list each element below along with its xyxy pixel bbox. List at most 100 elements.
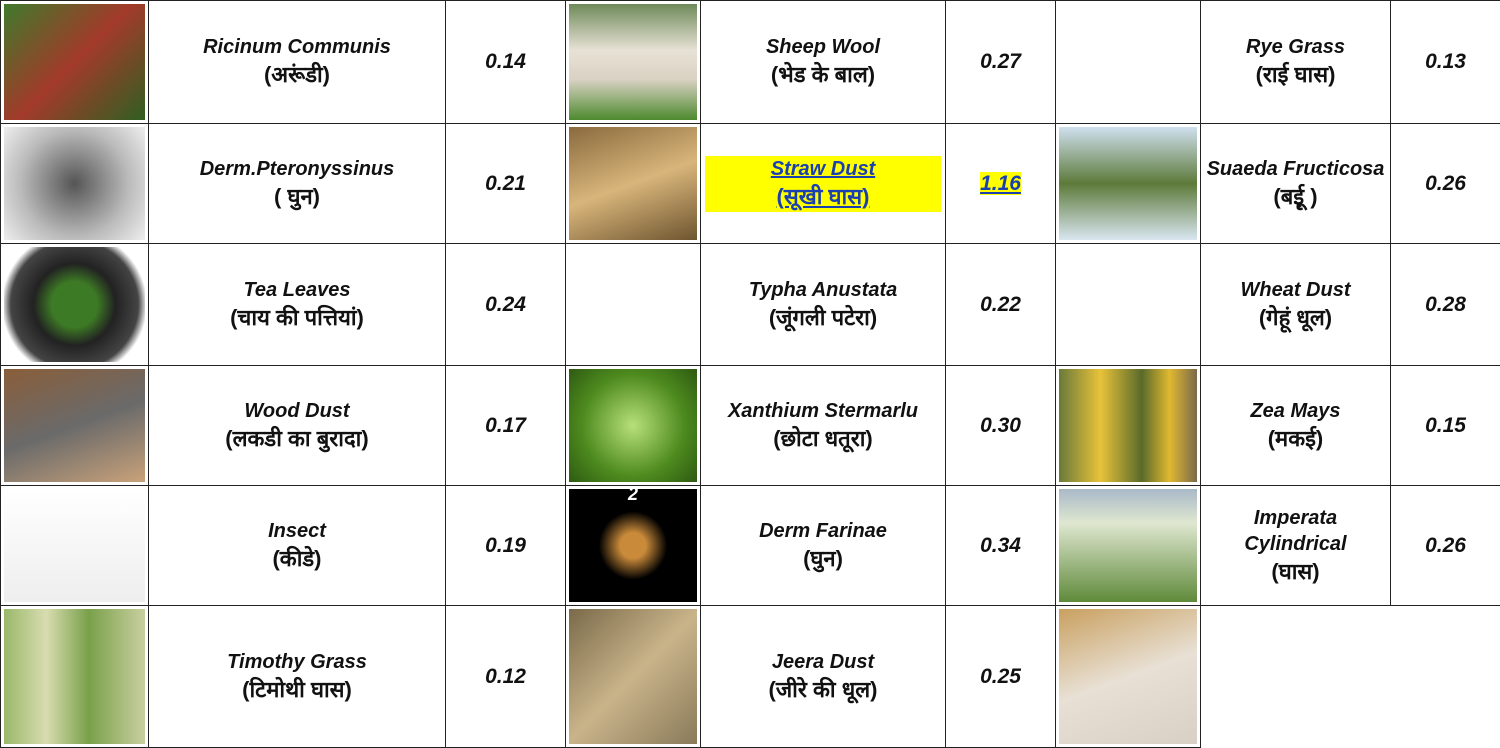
image-cell [1056,124,1201,244]
image-cell [1,486,149,606]
name-cell: Suaeda Fructicosa(बईू ) [1201,124,1391,244]
value: 0.34 [980,534,1021,557]
english-name: Derm Farinae [705,518,941,544]
english-name: Derm.Pteronyssinus [153,156,441,182]
photo [4,609,145,744]
english-name: Straw Dust [705,156,941,182]
table-row: Tea Leaves(चाय की पत्तियां) 0.24 Typha Anu… [1,244,1500,366]
local-name: (घुन) [705,544,941,574]
name-cell: Wood Dust(लकडी का बुरादा) [149,366,446,486]
value-cell: 0.26 [1391,486,1500,606]
value: 0.17 [485,414,526,437]
value-cell: 0.26 [1391,124,1500,244]
english-name: Imperata Cylindrical [1205,505,1386,557]
local-name: (कीडे) [153,544,441,574]
page: {"table": {"rows": [ [{"name": "Ricinum … [0,0,1500,747]
local-name: (गेहूं धूल) [1205,303,1386,333]
local-name: (अरूंडी) [153,60,441,90]
value-cell: 0.28 [1391,244,1500,366]
name-cell: Xanthium Stermarlu(छोटा धतूरा) [701,366,946,486]
name-cell: Sheep Wool(भेड के बाल) [701,1,946,124]
image-cell [1,244,149,366]
name-cell: Jeera Dust(जीरे की धूल) [701,606,946,748]
english-name: Suaeda Fructicosa [1205,156,1386,182]
image-cell: 2 [566,486,701,606]
local-name: (भेड के बाल) [705,60,941,90]
local-name: (मकई) [1205,424,1386,454]
name-cell: Typha Anustata(जूंगली पटेरा) [701,244,946,366]
value: 0.26 [1425,172,1466,195]
image-cell [566,366,701,486]
english-name: Insect [153,518,441,544]
value: 1.16 [980,172,1021,195]
value: 0.24 [485,293,526,316]
english-name: Sheep Wool [705,34,941,60]
value-cell: 0.17 [446,366,566,486]
photo [569,489,697,602]
local-name: ( घुन) [153,182,441,212]
photo [4,127,145,240]
image-cell [1,124,149,244]
value-cell: 0.13 [1391,1,1500,124]
english-name: Xanthium Stermarlu [705,398,941,424]
photo [4,4,145,120]
name-cell: Imperata Cylindrical(घास) [1201,486,1391,606]
value-cell: 0.30 [946,366,1056,486]
value-cell: 0.27 [946,1,1056,124]
photo [569,4,697,120]
value-cell: 0.24 [446,244,566,366]
value: 0.13 [1425,50,1466,73]
value-cell: 0.22 [946,244,1056,366]
name-cell: Insect(कीडे) [149,486,446,606]
name-cell: Wheat Dust(गेहूं धूल) [1201,244,1391,366]
name-cell [1201,606,1391,748]
photo [4,369,145,482]
name-cell: Zea Mays(मकई) [1201,366,1391,486]
local-name: (लकडी का बुरादा) [153,424,441,454]
value: 0.28 [1425,293,1466,316]
value-cell: 0.15 [1391,366,1500,486]
local-name: (चाय की पत्तियां) [153,303,441,333]
photo [1059,609,1197,744]
name-cell: Ricinum Communis(अरूंडी) [149,1,446,124]
local-name: (छोटा धतूरा) [705,424,941,454]
local-name: (घास) [1205,557,1386,587]
photo [569,369,697,482]
image-cell [566,244,701,366]
value-cell [1391,606,1500,748]
value-cell: 1.16 [946,124,1056,244]
value: 0.14 [485,50,526,73]
local-name: (जूंगली पटेरा) [705,303,941,333]
name-cell: Timothy Grass(टिमोथी घास) [149,606,446,748]
english-name: Typha Anustata [705,277,941,303]
english-name: Timothy Grass [153,649,441,675]
table-row: Wood Dust(लकडी का बुरादा) 0.17 Xanthium St… [1,366,1500,486]
name-cell: Derm Farinae(घुन) [701,486,946,606]
value: 0.15 [1425,414,1466,437]
name-cell: Tea Leaves(चाय की पत्तियां) [149,244,446,366]
value: 0.12 [485,665,526,688]
value-cell: 0.34 [946,486,1056,606]
value: 0.21 [485,172,526,195]
image-cell [566,1,701,124]
local-name: (राई घास) [1205,60,1386,90]
photo [569,127,697,240]
image-cell [1,606,149,748]
image-cell [1056,244,1201,366]
allergen-table: Ricinum Communis(अरूंडी) 0.14 Sheep Wool(भ… [0,0,1500,748]
value: 0.19 [485,534,526,557]
value-cell: 0.19 [446,486,566,606]
image-cell [566,606,701,748]
value: 0.25 [980,665,1021,688]
image-cell [1,1,149,124]
english-name: Ricinum Communis [153,34,441,60]
photo [4,489,145,602]
photo [1059,489,1197,602]
value: 0.26 [1425,534,1466,557]
local-name: (टिमोथी घास) [153,675,441,705]
local-name: (जीरे की धूल) [705,675,941,705]
english-name: Jeera Dust [705,649,941,675]
